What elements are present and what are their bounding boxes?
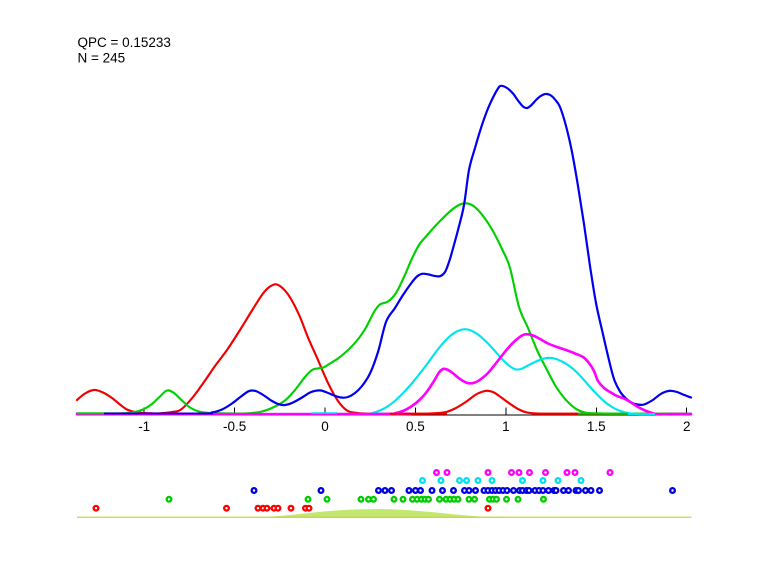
svg-text:1: 1	[502, 419, 510, 434]
svg-text:0: 0	[321, 419, 329, 434]
svg-text:1.5: 1.5	[587, 419, 606, 434]
svg-text:0.5: 0.5	[406, 419, 425, 434]
svg-text:N = 245: N = 245	[78, 50, 126, 65]
svg-text:2: 2	[683, 419, 691, 434]
svg-text:QPC = 0.15233: QPC = 0.15233	[78, 35, 171, 50]
svg-text:-0.5: -0.5	[223, 419, 246, 434]
svg-text:-1: -1	[138, 419, 150, 434]
